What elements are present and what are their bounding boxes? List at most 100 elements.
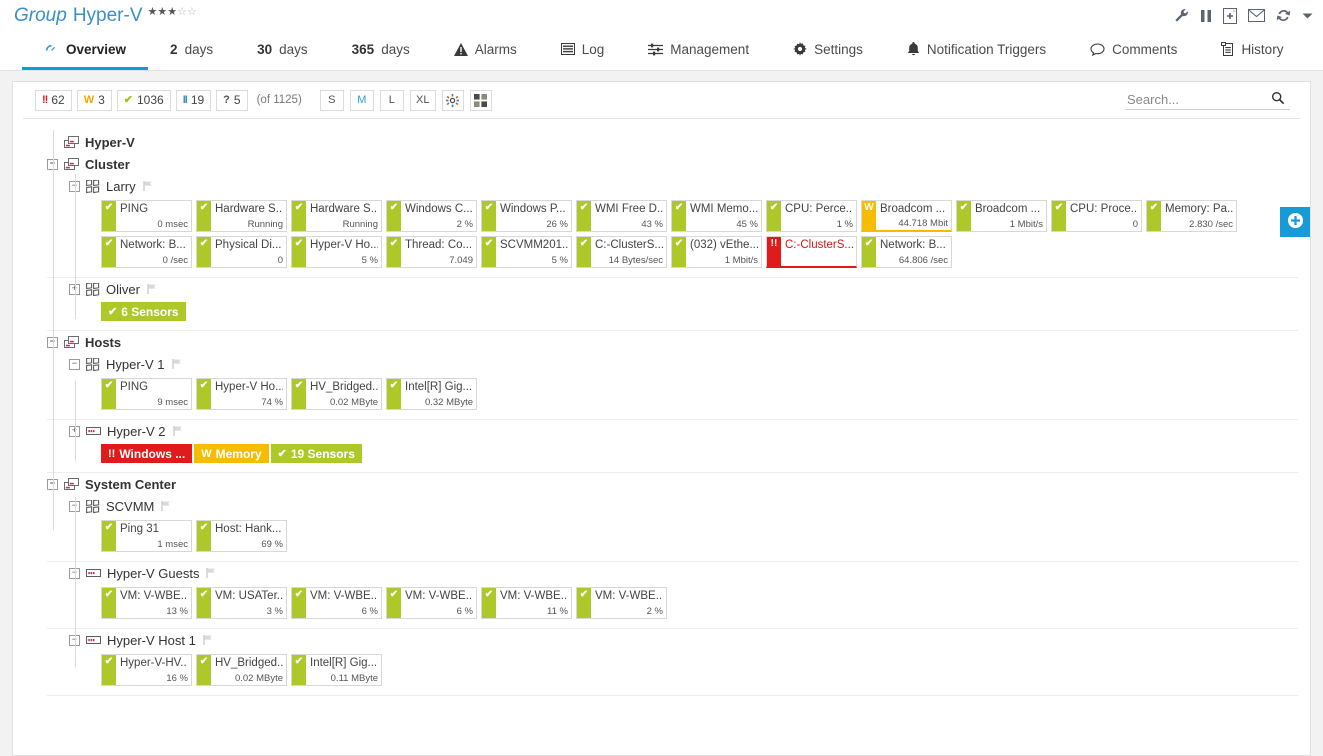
tab-comments[interactable]: Comments (1068, 31, 1199, 70)
tab-management[interactable]: Management (626, 31, 771, 70)
sensor-tile[interactable]: ✔ Host: Hank... 69 % (196, 520, 287, 552)
tree-node-header[interactable]: − Hyper-V Host 1 (13, 629, 1310, 651)
sensor-tile[interactable]: ✔ Hyper-V Ho... 5 % (291, 236, 382, 268)
tab-2-days[interactable]: 2 days (148, 31, 235, 70)
sensor-tile[interactable]: ✔ (032) vEthe... 1 Mbit/s (671, 236, 762, 268)
sensor-tile[interactable]: ✔ VM: USATer.. 3 % (196, 587, 287, 619)
tree-node-header[interactable]: + Hyper-V 2 (13, 420, 1310, 442)
tree-node-header[interactable]: − Cluster (13, 153, 1310, 175)
expand-toggle[interactable]: − (69, 500, 80, 512)
tab-overview[interactable]: Overview (22, 31, 149, 70)
sensor-tile[interactable]: ✔ CPU: Perce... 1 % (766, 200, 857, 232)
sensor-summary-badge[interactable]: ✔ 6 Sensors (101, 302, 186, 321)
flag-icon[interactable] (202, 634, 214, 646)
sensor-tile[interactable]: ✔ HV_Bridged.. 0.02 MByte (291, 378, 382, 410)
search-box[interactable] (1125, 90, 1290, 110)
flag-icon[interactable] (171, 358, 183, 370)
flag-icon[interactable] (146, 283, 158, 295)
sensor-tile[interactable]: ✔ Broadcom ... 1 Mbit/s (956, 200, 1047, 232)
chevron-down-icon[interactable] (1302, 12, 1313, 20)
tile-size-m[interactable]: M (349, 89, 374, 111)
sensor-tile[interactable]: ✔ Memory: Pa.. 2.830 /sec (1146, 200, 1237, 232)
tab-365-days[interactable]: 365 days (330, 31, 432, 70)
pause-icon[interactable] (1200, 9, 1212, 23)
sensor-tile[interactable]: ✔ Intel[R] Gig... 0.32 MByte (386, 378, 477, 410)
sensor-tile[interactable]: ✔ Windows P... 26 % (481, 200, 572, 232)
sensor-tile[interactable]: ✔ PING 0 msec (101, 200, 192, 232)
sensor-tile[interactable]: ✔ HV_Bridged.. 0.02 MByte (196, 654, 287, 686)
expand-toggle[interactable]: − (69, 567, 80, 579)
sensor-tile[interactable]: W Broadcom ... 44.718 Mbit (861, 200, 952, 232)
flag-icon[interactable] (172, 425, 184, 437)
expand-toggle[interactable]: − (69, 634, 80, 646)
sensor-summary-badge[interactable]: W Memory (194, 444, 269, 463)
tree-node-header[interactable]: − Hyper-V Guests (13, 562, 1310, 584)
tab-history[interactable]: History (1199, 31, 1305, 70)
sensor-tile[interactable]: ✔ Hyper-V Ho... 74 % (196, 378, 287, 410)
sensor-tile[interactable]: ✔ Ping 31 1 msec (101, 520, 192, 552)
sensor-tile[interactable]: ✔ Intel[R] Gig... 0.11 MByte (291, 654, 382, 686)
collapse-toggle[interactable]: − (47, 336, 58, 348)
sensor-tile[interactable]: ✔ VM: V-WBE... 6 % (291, 587, 382, 619)
tab-log[interactable]: Log (539, 31, 627, 70)
sensor-tile[interactable]: ✔ Hyper-V-HV.. 16 % (101, 654, 192, 686)
collapse-toggle[interactable]: − (47, 478, 58, 490)
sensor-summary-badge[interactable]: ✔ 19 Sensors (270, 444, 362, 463)
search-input[interactable] (1125, 90, 1265, 108)
status-filter-up[interactable]: ✔ 1036 (116, 89, 171, 111)
sensor-tile[interactable]: ✔ C:-ClusterS... 14 Bytes/sec (576, 236, 667, 268)
status-filter-down[interactable]: !! 62 (35, 89, 72, 111)
sensor-tile[interactable]: ✔ VM: V-WBE... 11 % (481, 587, 572, 619)
sensor-tile[interactable]: ✔ SCVMM201... 5 % (481, 236, 572, 268)
tree-node-header[interactable]: − SCVMM (13, 495, 1310, 517)
tree-node-header[interactable]: − Larry (13, 175, 1310, 197)
search-icon[interactable] (1271, 91, 1285, 108)
status-filter-unknown[interactable]: ? 5 (216, 89, 248, 111)
sensor-tile[interactable]: ✔ VM: V-WBE... 2 % (576, 587, 667, 619)
sensor-tile[interactable]: ✔ Network: B... 0 /sec (101, 236, 192, 268)
collapse-toggle[interactable]: − (47, 158, 58, 170)
rating-stars[interactable]: ★★★☆☆ (147, 5, 197, 18)
expand-toggle[interactable]: + (69, 283, 80, 295)
tree-node-header[interactable]: + Oliver (13, 278, 1310, 300)
tab-30-days[interactable]: 30 days (235, 31, 330, 70)
sensor-tile[interactable]: ✔ Network: B... 64.806 /sec (861, 236, 952, 268)
tree-node-header[interactable]: − Hyper-V 1 (13, 353, 1310, 375)
sensor-tile[interactable]: ✔ VM: V-WBE... 6 % (386, 587, 477, 619)
sensor-tile[interactable]: ✔ Windows C... 2 % (386, 200, 477, 232)
flag-icon[interactable] (160, 500, 172, 512)
wrench-icon[interactable] (1174, 8, 1189, 23)
sensor-tile[interactable]: ✔ VM: V-WBE... 13 % (101, 587, 192, 619)
sensor-tile[interactable]: ✔ Thread: Co... 7.049 (386, 236, 477, 268)
add-object-button[interactable] (1280, 207, 1310, 237)
sensor-tile[interactable]: ✔ Physical Di... 0 (196, 236, 287, 268)
flag-icon[interactable] (205, 567, 217, 579)
sensor-tile[interactable]: ✔ WMI Free D... 43 % (576, 200, 667, 232)
sensor-summary-badge[interactable]: !! Windows ... (101, 444, 193, 463)
expand-toggle[interactable]: + (69, 425, 80, 437)
refresh-icon[interactable] (1276, 8, 1291, 23)
expand-toggle[interactable]: − (69, 358, 80, 370)
tile-size-s[interactable]: S (319, 89, 344, 111)
sensor-tile[interactable]: ✔ CPU: Proce... 0 (1051, 200, 1142, 232)
tree-node-header[interactable]: Hyper-V (13, 131, 1310, 153)
settings-gear-icon[interactable] (441, 89, 464, 111)
tree-node-header[interactable]: − Hosts (13, 331, 1310, 353)
mail-icon[interactable] (1248, 9, 1265, 22)
sensor-tile[interactable]: !! C:-ClusterS... (766, 236, 857, 268)
tab-notification-triggers[interactable]: Notification Triggers (885, 31, 1068, 70)
tile-size-xl[interactable]: XL (409, 89, 436, 111)
tree-node-header[interactable]: − System Center (13, 473, 1310, 495)
tab-settings[interactable]: Settings (771, 31, 885, 70)
tile-size-l[interactable]: L (379, 89, 404, 111)
sensor-tile[interactable]: ✔ PING 9 msec (101, 378, 192, 410)
grid-layout-icon[interactable] (469, 89, 492, 111)
sensor-tile[interactable]: ✔ WMI Memo... 45 % (671, 200, 762, 232)
sensor-tile[interactable]: ✔ Hardware S... Running (291, 200, 382, 232)
flag-icon[interactable] (142, 180, 154, 192)
expand-toggle[interactable]: − (69, 180, 80, 192)
add-page-icon[interactable] (1223, 7, 1237, 24)
tab-alarms[interactable]: Alarms (432, 31, 539, 70)
sensor-tile[interactable]: ✔ Hardware S... Running (196, 200, 287, 232)
